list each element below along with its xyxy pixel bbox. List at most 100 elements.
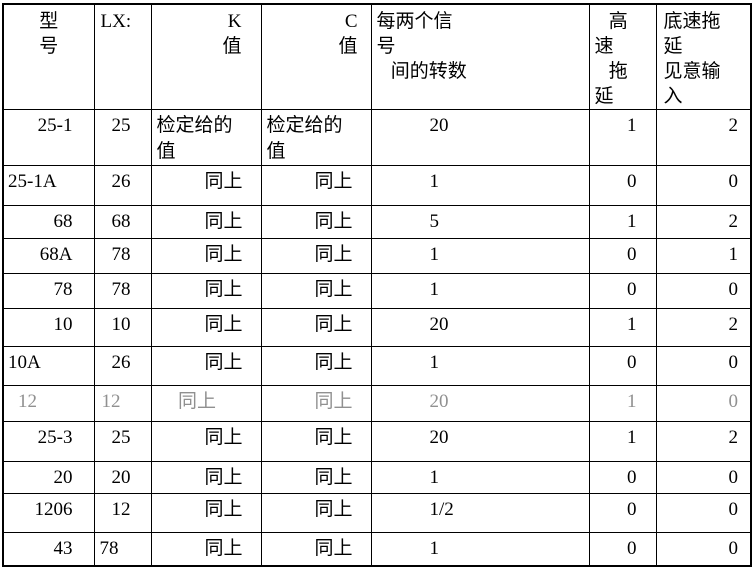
- cell-lx: 78: [93, 532, 152, 566]
- column-header-low-speed-delay: 底速拖 延 见意输 入: [655, 3, 752, 110]
- cell-k: 同上: [150, 493, 262, 533]
- cell-revs: 20: [370, 385, 590, 422]
- table-header: 型 号 LX: K 值 C 值 每两个信 号 间的转数 高 速 拖 延 底速拖 …: [2, 3, 752, 110]
- cell-low: 0: [655, 273, 752, 309]
- cell-k: 检定给的 值: [150, 109, 262, 166]
- cell-lx: 68: [93, 205, 152, 239]
- cell-k: 同上: [150, 532, 262, 566]
- cell-c: 同上: [260, 385, 372, 422]
- cell-k: 同上: [150, 273, 262, 309]
- cell-k: 同上: [150, 421, 262, 462]
- cell-revs: 20: [370, 421, 590, 462]
- cell-low: 0: [655, 493, 752, 533]
- header-row: 型 号 LX: K 值 C 值 每两个信 号 间的转数 高 速 拖 延 底速拖 …: [2, 3, 752, 110]
- cell-revs: 1: [370, 238, 590, 274]
- cell-lx: 10: [93, 308, 152, 347]
- cell-c: 同上: [260, 308, 372, 347]
- cell-c: 同上: [260, 421, 372, 462]
- cell-revs: 20: [370, 308, 590, 347]
- cell-model: 78: [2, 273, 95, 309]
- column-header-k-value: K 值: [150, 3, 262, 110]
- cell-model: 68: [2, 205, 95, 239]
- cell-model: 25-1: [2, 109, 95, 166]
- table-row: 78 78 同上 同上 1 0 0: [2, 273, 752, 309]
- cell-low: 0: [655, 385, 752, 422]
- column-header-c-value: C 值: [260, 3, 372, 110]
- cell-k: 同上: [150, 205, 262, 239]
- cell-model: 25-1A: [2, 165, 95, 206]
- cell-high: 0: [588, 165, 657, 206]
- cell-high: 0: [588, 238, 657, 274]
- cell-model: 68A: [2, 238, 95, 274]
- cell-c: 同上: [260, 461, 372, 494]
- cell-lx: 25: [93, 421, 152, 462]
- cell-model: 10A: [2, 346, 95, 386]
- cell-lx: 25: [93, 109, 152, 166]
- cell-high: 1: [588, 421, 657, 462]
- cell-model: 43: [2, 532, 95, 566]
- cell-k: 同上: [150, 461, 262, 494]
- cell-high: 1: [588, 205, 657, 239]
- column-header-model: 型 号: [2, 3, 95, 110]
- table-row: 20 20 同上 同上 1 0 0: [2, 461, 752, 494]
- column-header-lx: LX:: [93, 3, 152, 110]
- cell-c: 同上: [260, 273, 372, 309]
- cell-k: 同上: [150, 238, 262, 274]
- cell-low: 2: [655, 421, 752, 462]
- cell-c: 同上: [260, 346, 372, 386]
- cell-high: 0: [588, 461, 657, 494]
- table-row: 10 10 同上 同上 20 1 2: [2, 308, 752, 347]
- table-row: 43 78 同上 同上 1 0 0: [2, 532, 752, 566]
- cell-high: 0: [588, 532, 657, 566]
- cell-high: 0: [588, 273, 657, 309]
- cell-low: 0: [655, 165, 752, 206]
- cell-high: 0: [588, 346, 657, 386]
- cell-low: 2: [655, 308, 752, 347]
- cell-revs: 1: [370, 461, 590, 494]
- cell-lx: 26: [93, 165, 152, 206]
- cell-lx: 26: [93, 346, 152, 386]
- column-header-revs-between-signals: 每两个信 号 间的转数: [370, 3, 590, 110]
- table-body: 25-1 25 检定给的 值检定给的 值 20 1 2 25-1A 26 同上 同上 1 0 0 68 68…: [2, 109, 752, 566]
- cell-k: 同上: [150, 385, 262, 422]
- cell-c: 同上: [260, 238, 372, 274]
- cell-model: 25-3: [2, 421, 95, 462]
- table-row: 1206 12 同上 同上 1/2 0 0: [2, 493, 752, 533]
- cell-c: 同上: [260, 493, 372, 533]
- cell-low: 1: [655, 238, 752, 274]
- cell-high: 1: [588, 385, 657, 422]
- cell-c: 同上: [260, 165, 372, 206]
- cell-lx: 20: [93, 461, 152, 494]
- cell-low: 0: [655, 532, 752, 566]
- cell-revs: 1: [370, 346, 590, 386]
- cell-model: 12: [2, 385, 95, 422]
- cell-c: 同上: [260, 205, 372, 239]
- cell-revs: 1: [370, 532, 590, 566]
- cell-low: 2: [655, 205, 752, 239]
- cell-lx: 12: [93, 493, 152, 533]
- cell-revs: 1: [370, 273, 590, 309]
- cell-low: 2: [655, 109, 752, 166]
- cell-model: 10: [2, 308, 95, 347]
- table-row: 68A 78 同上 同上 1 0 1: [2, 238, 752, 274]
- cell-lx: 78: [93, 238, 152, 274]
- table-row: 10A 26 同上 同上 1 0 0: [2, 346, 752, 386]
- cell-revs: 20: [370, 109, 590, 166]
- table-row: 12 12 同上 同上 20 1 0: [2, 385, 752, 422]
- cell-model: 20: [2, 461, 95, 494]
- table-row: 25-1 25 检定给的 值检定给的 值 20 1 2: [2, 109, 752, 166]
- column-header-high-speed-delay: 高 速 拖 延: [588, 3, 657, 110]
- cell-lx: 12: [93, 385, 152, 422]
- cell-high: 1: [588, 109, 657, 166]
- cell-low: 0: [655, 461, 752, 494]
- cell-revs: 1/2: [370, 493, 590, 533]
- table-row: 68 68 同上 同上 5 1 2: [2, 205, 752, 239]
- cell-c: 检定给的 值: [260, 109, 372, 166]
- signal-parameters-table: 型 号 LX: K 值 C 值 每两个信 号 间的转数 高 速 拖 延 底速拖 …: [2, 3, 752, 567]
- table-row: 25-1A 26 同上 同上 1 0 0: [2, 165, 752, 206]
- cell-high: 1: [588, 308, 657, 347]
- cell-revs: 5: [370, 205, 590, 239]
- cell-high: 0: [588, 493, 657, 533]
- cell-k: 同上: [150, 165, 262, 206]
- cell-model: 1206: [2, 493, 95, 533]
